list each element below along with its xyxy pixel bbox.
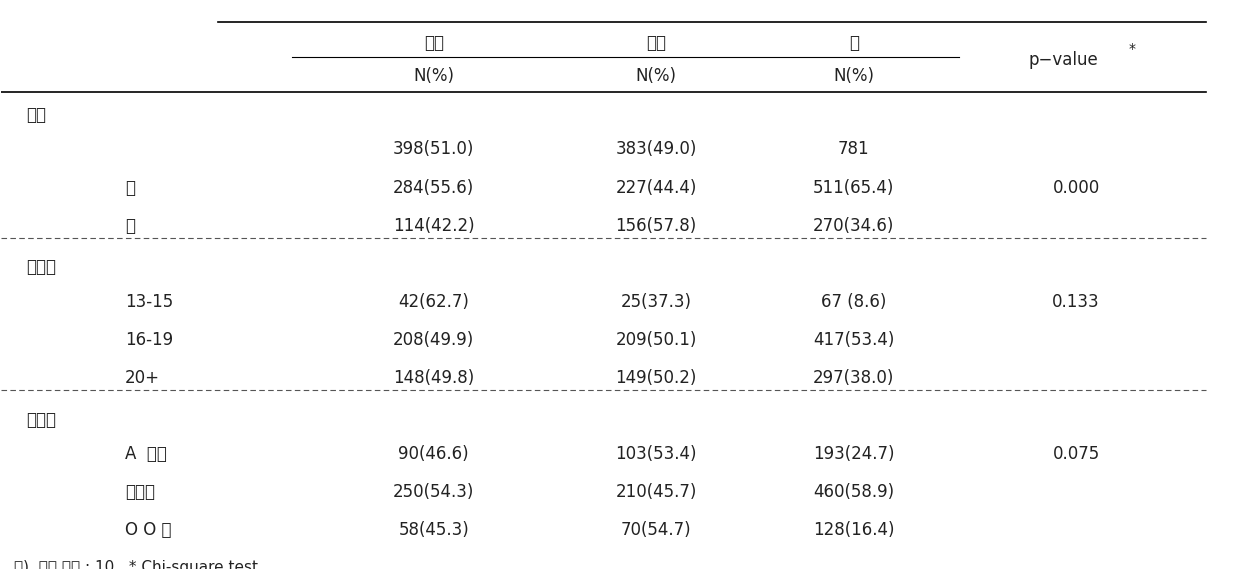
Text: 114(42.2): 114(42.2) <box>392 217 474 234</box>
Text: 집단별: 집단별 <box>26 411 56 429</box>
Text: 남: 남 <box>125 179 135 196</box>
Text: A  학교: A 학교 <box>125 445 167 463</box>
Text: 511(65.4): 511(65.4) <box>813 179 894 196</box>
Text: 781: 781 <box>838 141 869 158</box>
Text: 417(53.4): 417(53.4) <box>813 331 894 349</box>
Text: 0.000: 0.000 <box>1052 179 1099 196</box>
Text: 90(46.6): 90(46.6) <box>399 445 469 463</box>
Text: 284(55.6): 284(55.6) <box>394 179 474 196</box>
Text: *: * <box>1128 42 1135 56</box>
Text: 149(50.2): 149(50.2) <box>615 369 697 387</box>
Text: 여: 여 <box>125 217 135 234</box>
Text: 210(45.7): 210(45.7) <box>615 483 697 501</box>
Text: 103(53.4): 103(53.4) <box>615 445 697 463</box>
Text: 227(44.4): 227(44.4) <box>615 179 697 196</box>
Text: 270(34.6): 270(34.6) <box>813 217 894 234</box>
Text: 193(24.7): 193(24.7) <box>813 445 894 463</box>
Text: 250(54.3): 250(54.3) <box>392 483 474 501</box>
Text: 연령군: 연령군 <box>26 258 56 277</box>
Text: 없다: 없다 <box>646 34 666 52</box>
Text: 70(54.7): 70(54.7) <box>620 521 691 539</box>
Text: 16-19: 16-19 <box>125 331 173 349</box>
Text: 20+: 20+ <box>125 369 160 387</box>
Text: 209(50.1): 209(50.1) <box>615 331 697 349</box>
Text: 소년원: 소년원 <box>125 483 155 501</box>
Text: 13-15: 13-15 <box>125 293 173 311</box>
Text: 58(45.3): 58(45.3) <box>399 521 469 539</box>
Text: N(%): N(%) <box>833 67 874 85</box>
Text: N(%): N(%) <box>635 67 676 85</box>
Text: 156(57.8): 156(57.8) <box>615 217 697 234</box>
Text: 67 (8.6): 67 (8.6) <box>821 293 886 311</box>
Text: 460(58.9): 460(58.9) <box>813 483 894 501</box>
Text: 208(49.9): 208(49.9) <box>394 331 474 349</box>
Text: N(%): N(%) <box>413 67 454 85</box>
Text: 297(38.0): 297(38.0) <box>813 369 894 387</box>
Text: 383(49.0): 383(49.0) <box>615 141 697 158</box>
Text: p−value: p−value <box>1029 51 1098 69</box>
Text: 있다: 있다 <box>423 34 443 52</box>
Text: 계: 계 <box>849 34 859 52</box>
Text: 0.133: 0.133 <box>1052 293 1099 311</box>
Text: 148(49.8): 148(49.8) <box>394 369 474 387</box>
Text: 128(16.4): 128(16.4) <box>813 521 894 539</box>
Text: 성별: 성별 <box>26 106 46 124</box>
Text: 0.075: 0.075 <box>1052 445 1099 463</box>
Text: 주)  문항 결측 : 10,  * Chi-square test: 주) 문항 결측 : 10, * Chi-square test <box>14 560 258 569</box>
Text: 42(62.7): 42(62.7) <box>399 293 469 311</box>
Text: 398(51.0): 398(51.0) <box>392 141 474 158</box>
Text: O O 고: O O 고 <box>125 521 171 539</box>
Text: 25(37.3): 25(37.3) <box>620 293 692 311</box>
